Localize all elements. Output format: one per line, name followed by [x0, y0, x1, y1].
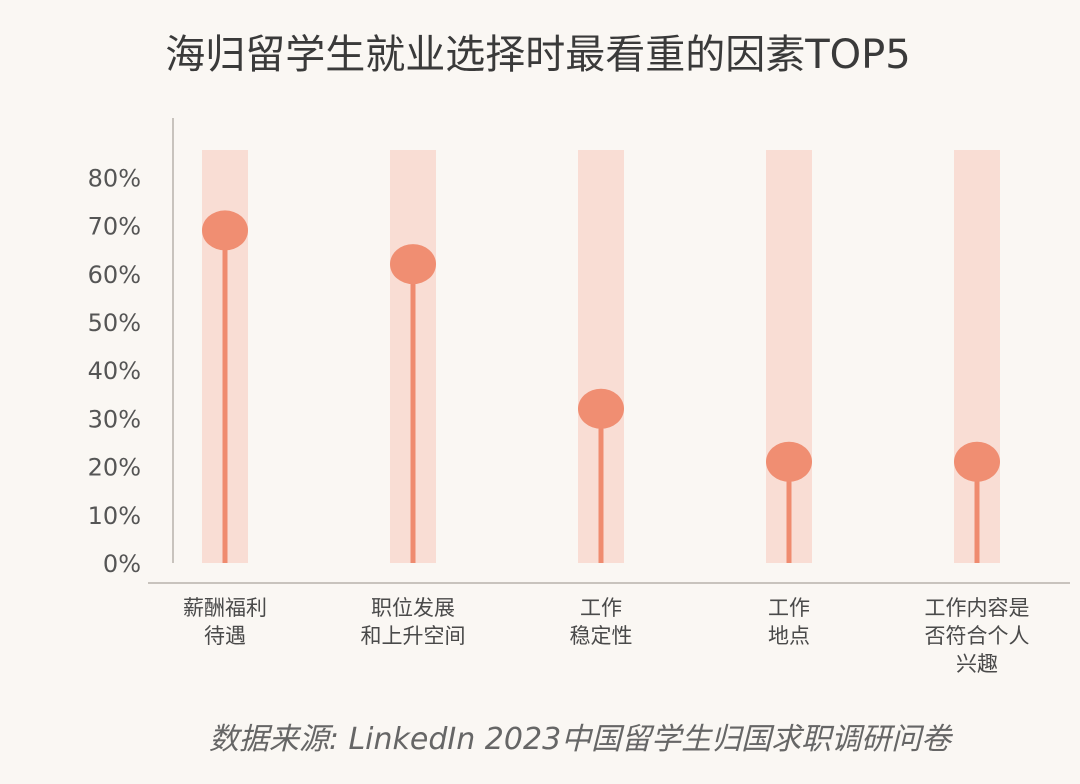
lollipop-marker: [766, 441, 812, 482]
category-label-line: 工作: [580, 596, 622, 620]
category-label: 工作稳定性: [570, 596, 633, 648]
lollipop-marker: [578, 388, 624, 429]
category-label-line: 职位发展: [371, 596, 455, 620]
category-label-line: 地点: [768, 624, 810, 648]
lollipop-marker: [202, 210, 248, 251]
y-tick-label: 10%: [88, 502, 141, 530]
category-label-line: 工作: [768, 596, 810, 620]
category-label-line: 薪酬福利: [183, 596, 267, 620]
category-label-line: 否符合个人: [925, 624, 1030, 648]
lollipop-marker: [390, 244, 436, 285]
category-label-line: 稳定性: [570, 624, 633, 648]
category-label-line: 兴趣: [956, 652, 998, 676]
category-label: 薪酬福利待遇: [183, 596, 267, 648]
y-tick-label: 20%: [88, 454, 141, 482]
chart-title: 海归留学生就业选择时最看重的因素TOP5: [165, 32, 911, 78]
category-label: 工作地点: [768, 596, 810, 648]
category-label: 职位发展和上升空间: [361, 596, 466, 648]
y-tick-label: 40%: [88, 357, 141, 385]
y-tick-label: 30%: [88, 405, 141, 433]
y-tick-label: 80%: [88, 164, 141, 192]
y-tick-label: 0%: [103, 550, 141, 578]
category-label-line: 待遇: [204, 624, 246, 648]
category-label: 工作内容是否符合个人兴趣: [925, 596, 1030, 676]
category-label-line: 和上升空间: [361, 624, 466, 648]
chart-source: 数据来源: LinkedIn 2023中国留学生归国求职调研问卷: [209, 722, 953, 757]
category-label-line: 工作内容是: [925, 596, 1030, 620]
y-tick-label: 70%: [88, 213, 141, 241]
y-tick-label: 60%: [88, 261, 141, 289]
y-tick-label: 50%: [88, 309, 141, 337]
lollipop-marker: [954, 441, 1000, 482]
